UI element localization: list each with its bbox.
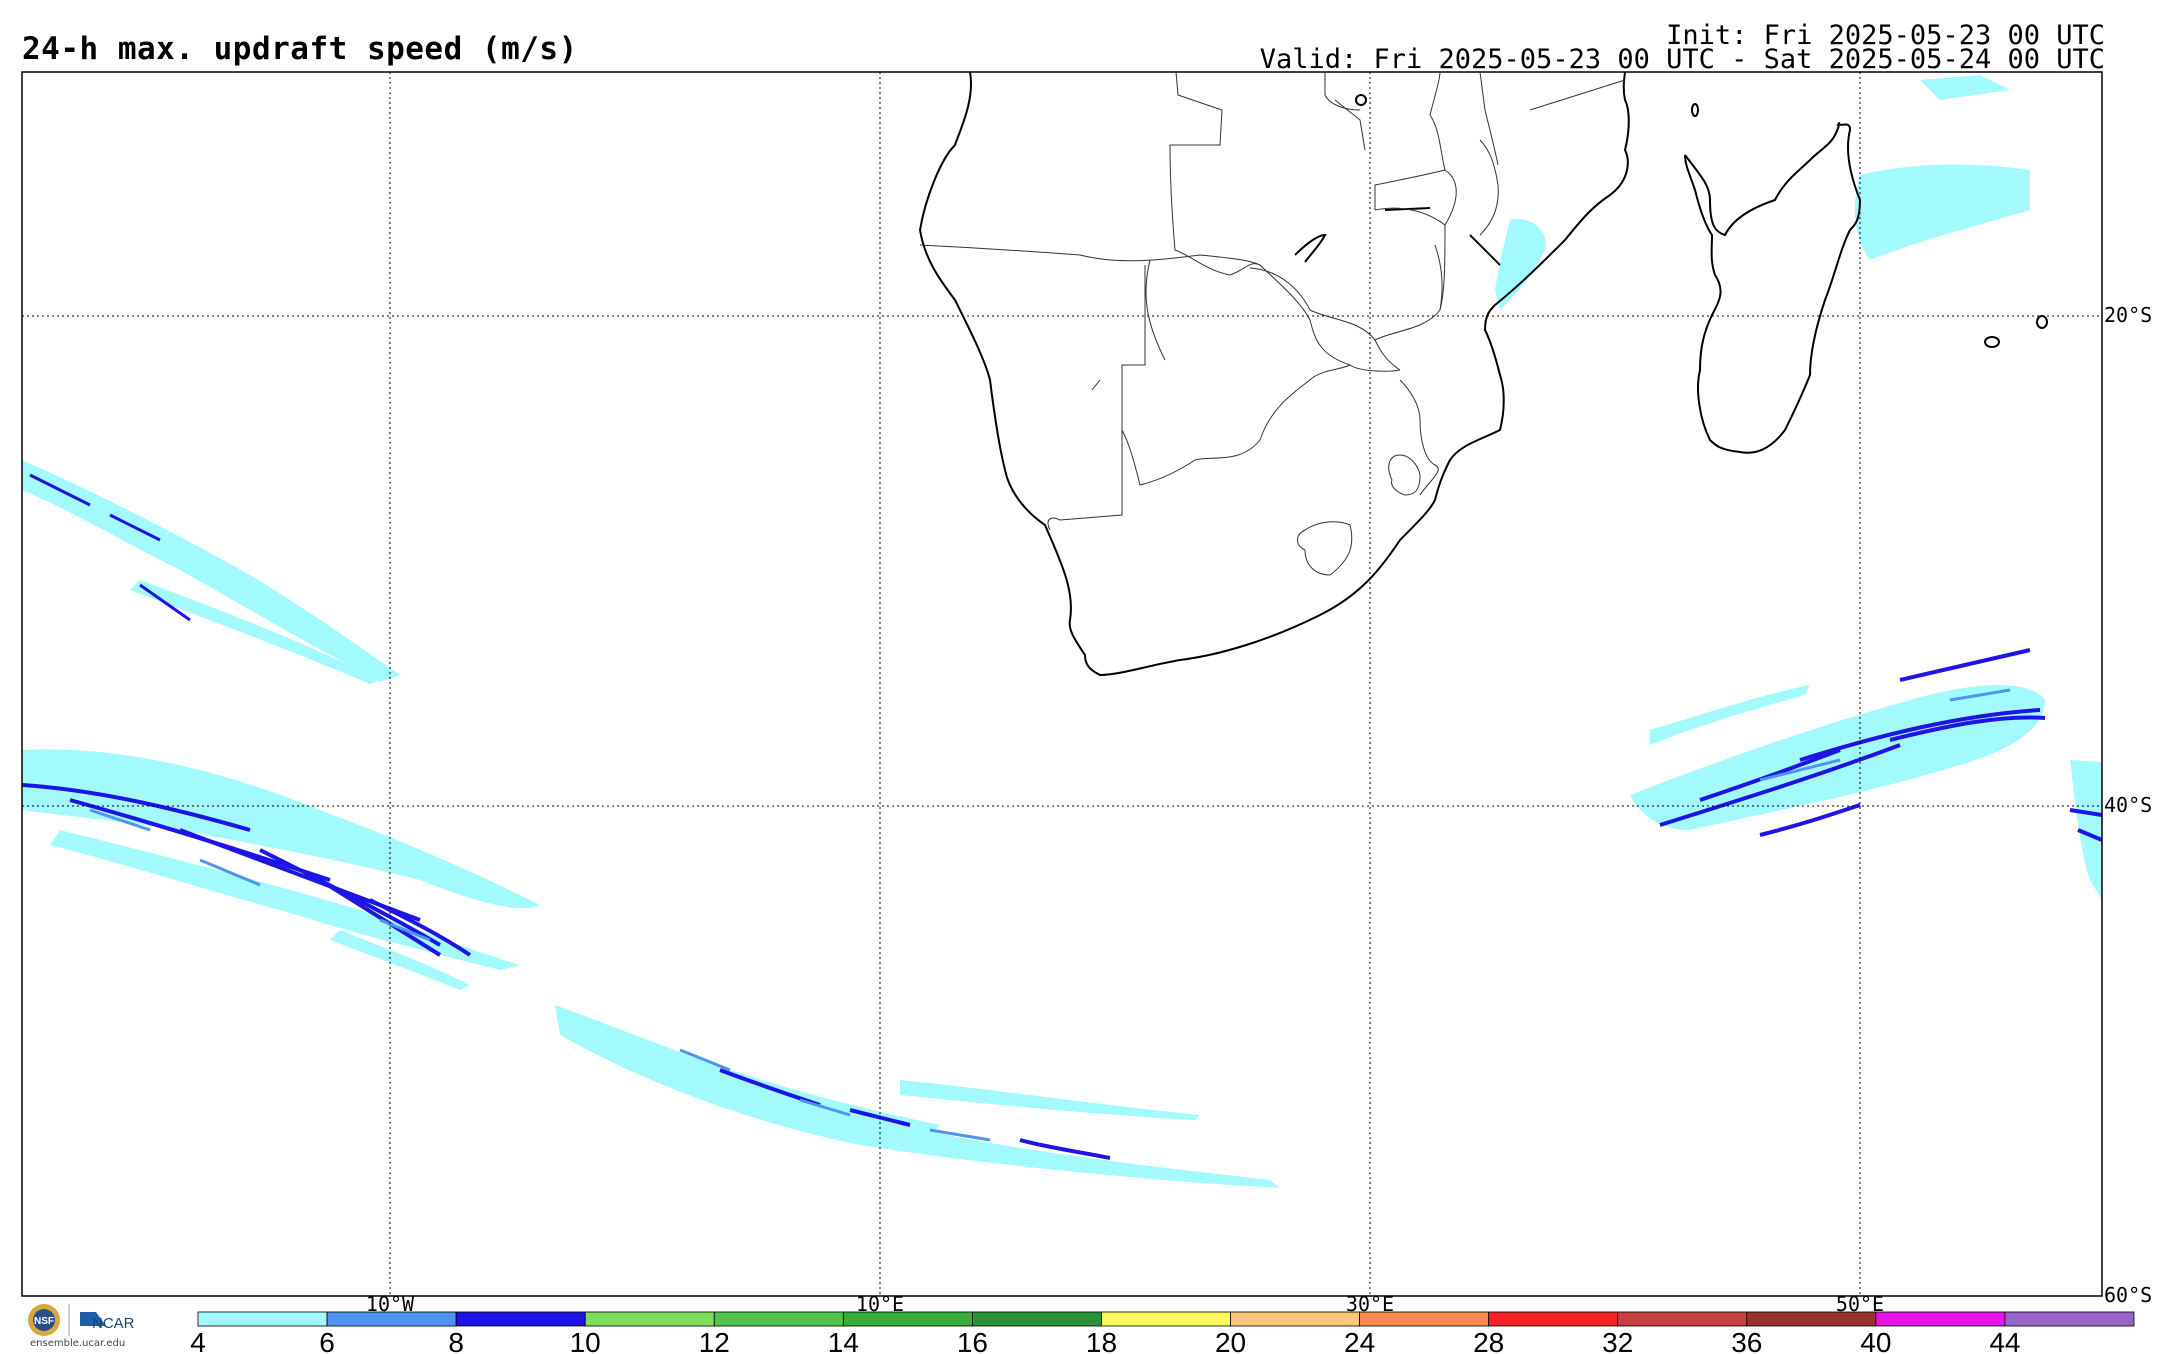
colorbar-tick-label: 28 — [1473, 1327, 1504, 1354]
colorbar-swatch — [1746, 1311, 1877, 1327]
colorbar-tick-label: 4 — [190, 1327, 206, 1354]
colorbar-swatch — [1230, 1311, 1360, 1327]
colorbar-tick-label: 32 — [1602, 1327, 1633, 1354]
colorbar-swatch — [1101, 1311, 1231, 1327]
lat-label-60s: 60°S — [2104, 1283, 2152, 1307]
updraft-field — [22, 75, 2102, 1188]
svg-text:NCAR: NCAR — [92, 1315, 135, 1332]
updraft-swath-west-north-core — [29, 473, 191, 622]
colorbar: 4 6 8 10 12 14 16 18 20 24 28 32 36 40 44 — [190, 1311, 2135, 1354]
colorbar-swatch — [584, 1311, 715, 1327]
init-time: Init: Fri 2025-05-23 00 UTC — [1666, 20, 2105, 51]
colorbar-swatch — [842, 1311, 973, 1327]
lat-label-40s: 40°S — [2104, 793, 2152, 817]
lat-label-20s: 20°S — [2104, 303, 2152, 327]
valid-time: Valid: Fri 2025-05-23 00 UTC - Sat 2025-… — [1259, 44, 2105, 75]
updraft-swath-west-south — [22, 749, 540, 990]
colorbar-tick-label: 16 — [957, 1327, 988, 1354]
svg-text:NSF: NSF — [34, 1316, 54, 1327]
colorbar-tick-label: 6 — [319, 1327, 335, 1354]
updraft-swath-west-south-core — [22, 783, 472, 957]
logo-site-url: ensemble.ucar.edu — [30, 1338, 126, 1349]
colorbar-swatch — [972, 1311, 1102, 1327]
colorbar-swatch — [1617, 1311, 1748, 1327]
colorbar-tick-label: 10 — [570, 1327, 601, 1354]
colorbar-swatch — [326, 1311, 457, 1327]
graticule — [22, 72, 2102, 1296]
colorbar-tick-label: 8 — [448, 1327, 464, 1354]
nsf-ncar-logo: NSF NCAR — [28, 1304, 135, 1336]
updraft-swath-west-north — [22, 460, 400, 684]
coastlines — [918, 71, 2048, 677]
colorbar-swatch — [713, 1311, 844, 1327]
colorbar-swatch — [2004, 1311, 2135, 1327]
colorbar-tick-label: 24 — [1344, 1327, 1375, 1354]
colorbar-swatch — [1359, 1311, 1490, 1327]
colorbar-tick-label: 12 — [699, 1327, 730, 1354]
colorbar-tick-label: 44 — [1989, 1327, 2020, 1354]
colorbar-tick-label: 14 — [828, 1327, 859, 1354]
colorbar-swatch — [1875, 1311, 2006, 1327]
colorbar-tick-label: 40 — [1860, 1327, 1891, 1354]
colorbar-tick-label: 20 — [1215, 1327, 1246, 1354]
updraft-swath-south-atlantic — [555, 1005, 1280, 1188]
updraft-swath-indian-ocean — [1630, 685, 2045, 830]
updraft-swath-northeast — [1495, 75, 2030, 310]
colorbar-tick-label: 36 — [1731, 1327, 1762, 1354]
updraft-swath-indian-ocean-core — [1659, 648, 2046, 837]
colorbar-tick-label: 18 — [1086, 1327, 1117, 1354]
colorbar-swatch — [1488, 1311, 1619, 1327]
map-title: 24-h max. updraft speed (m/s) — [22, 31, 578, 67]
colorbar-swatch — [197, 1311, 328, 1327]
colorbar-swatch — [455, 1311, 586, 1327]
country-borders — [919, 71, 1626, 576]
map-frame — [21, 71, 2103, 1297]
